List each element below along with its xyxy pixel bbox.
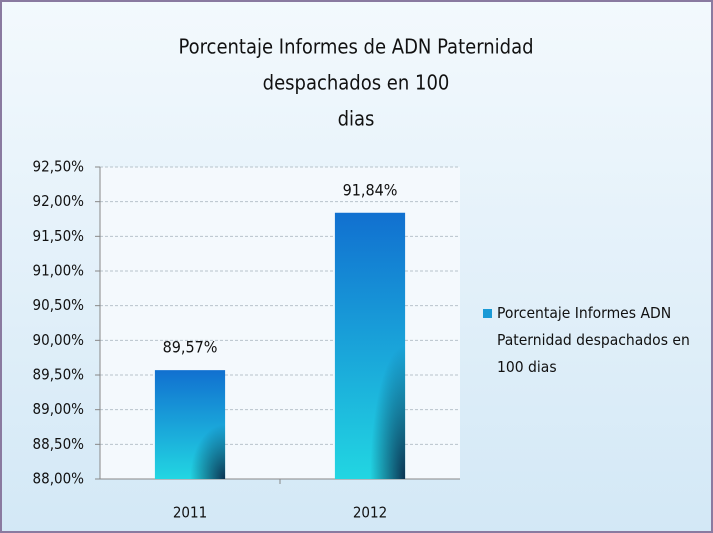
y-tick-label: 91,50% xyxy=(33,227,85,245)
x-tick-label: 2011 xyxy=(173,504,207,522)
y-tick-label: 92,50% xyxy=(33,158,85,176)
legend-label: Porcentaje Informes ADN Paternidad despa… xyxy=(497,304,690,376)
y-tick-label: 92,00% xyxy=(33,192,85,210)
x-tick-label: 2012 xyxy=(353,504,387,522)
y-tick-label: 88,00% xyxy=(33,470,85,488)
y-tick-label: 91,00% xyxy=(33,262,85,280)
y-tick-label: 90,50% xyxy=(33,296,85,314)
data-label: 91,84% xyxy=(343,180,398,199)
y-tick-label: 89,50% xyxy=(33,366,85,384)
bar xyxy=(334,212,406,479)
legend-key xyxy=(483,309,492,318)
y-tick-label: 90,00% xyxy=(33,331,85,349)
chart-title: Porcentaje Informes de ADN Paternidad xyxy=(178,35,533,59)
y-tick-label: 89,00% xyxy=(33,400,85,418)
bar xyxy=(154,370,226,479)
chart-title: despachados en 100 xyxy=(263,71,450,95)
y-tick-label: 88,50% xyxy=(33,435,85,453)
legend: Porcentaje Informes ADN Paternidad despa… xyxy=(483,300,712,381)
data-label: 89,57% xyxy=(163,338,218,357)
chart-title: dias xyxy=(338,107,375,131)
plot-area xyxy=(100,167,460,479)
